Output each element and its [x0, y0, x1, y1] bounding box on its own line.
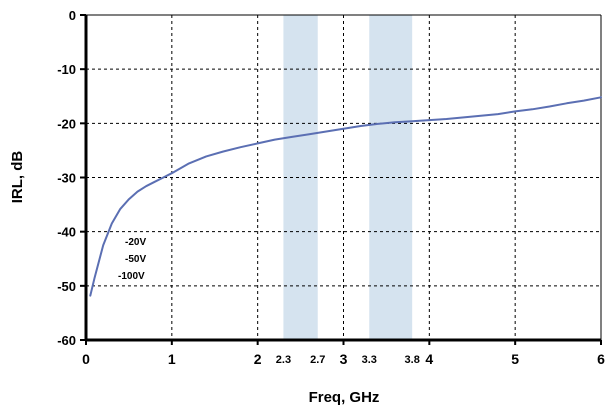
x-tick-label: 3 — [340, 351, 348, 367]
y-tick-label: -50 — [57, 279, 76, 294]
x-tick-label: 4 — [425, 351, 433, 367]
band-0 — [283, 15, 318, 340]
x-axis-title: Freq, GHz — [309, 389, 380, 406]
y-axis-title: IRL, dB — [9, 151, 26, 204]
x-minor-tick-label: 2.3 — [276, 354, 291, 366]
axes — [80, 14, 602, 345]
y-tick-label: -30 — [57, 171, 76, 186]
annotation-100v: -100V — [118, 271, 145, 282]
y-tick-label: -20 — [57, 116, 76, 131]
x-tick-label: 0 — [82, 351, 90, 367]
y-tick-labels: 0 -10 -20 -30 -40 -50 -60 — [57, 8, 76, 348]
y-tick-label: -10 — [57, 62, 76, 77]
annotation-50v: -50V — [125, 254, 146, 265]
series-layer — [89, 96, 602, 297]
series-line-0 — [89, 96, 602, 297]
x-tick-labels: 0 1 2 3 4 5 6 2.3 2.7 3.3 3.8 — [82, 351, 605, 367]
annotation-20v: -20V — [125, 237, 146, 248]
x-tick-label: 2 — [254, 351, 262, 367]
y-tick-label: -40 — [57, 225, 76, 240]
grid-lines — [86, 14, 602, 340]
x-minor-tick-label: 3.8 — [405, 354, 420, 366]
y-tick-label: 0 — [69, 8, 76, 23]
x-minor-tick-label: 2.7 — [310, 354, 325, 366]
x-tick-label: 1 — [168, 351, 176, 367]
x-tick-label: 5 — [511, 351, 519, 367]
x-minor-tick-label: 3.3 — [362, 354, 377, 366]
y-tick-label: -60 — [57, 333, 76, 348]
x-tick-label: 6 — [597, 351, 605, 367]
